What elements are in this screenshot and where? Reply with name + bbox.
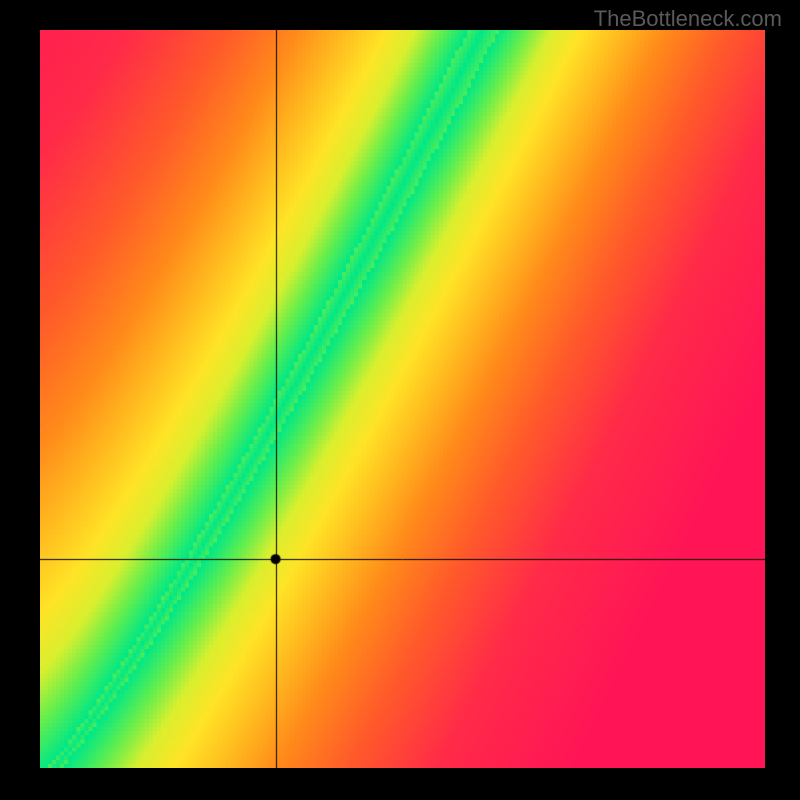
watermark-label: TheBottleneck.com (594, 6, 782, 32)
crosshair-overlay (40, 30, 765, 768)
chart-container: TheBottleneck.com (0, 0, 800, 800)
